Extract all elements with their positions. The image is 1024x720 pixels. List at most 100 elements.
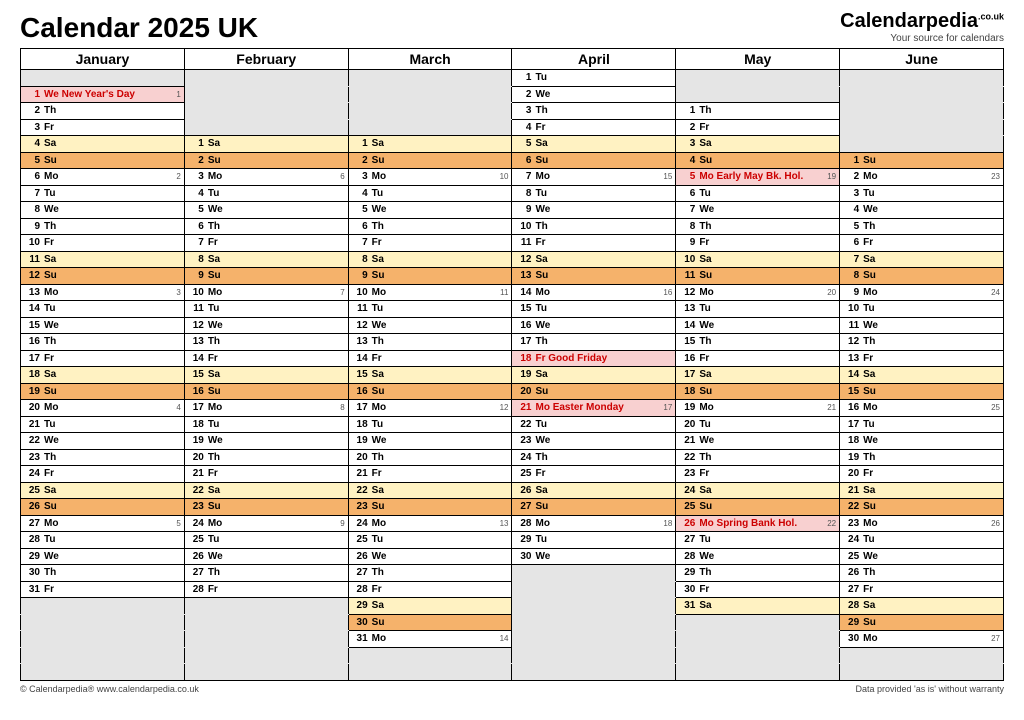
calendar-cell: 19Mo21 bbox=[676, 400, 840, 417]
calendar-cell: 8Tu bbox=[512, 185, 676, 202]
calendar-cell bbox=[184, 598, 348, 615]
calendar-cell: 29We bbox=[21, 548, 185, 565]
brand-suffix: .co.uk bbox=[978, 11, 1004, 21]
calendar-cell bbox=[21, 614, 185, 631]
calendar-cell bbox=[840, 119, 1004, 136]
calendar-cell: 29Su bbox=[840, 614, 1004, 631]
calendar-cell: 13Tu bbox=[676, 301, 840, 318]
calendar-cell bbox=[512, 598, 676, 615]
calendar-cell bbox=[840, 103, 1004, 120]
calendar-cell: 19Th bbox=[840, 449, 1004, 466]
calendar-cell: 7Fr bbox=[348, 235, 512, 252]
calendar-cell: 15We bbox=[21, 317, 185, 334]
calendar-cell: 9We bbox=[512, 202, 676, 219]
calendar-cell: 20Su bbox=[512, 383, 676, 400]
calendar-cell: 22We bbox=[21, 433, 185, 450]
calendar-cell: 25Fr bbox=[512, 466, 676, 483]
calendar-cell: 26Mo Spring Bank Hol.22 bbox=[676, 515, 840, 532]
calendar-cell: 11Fr bbox=[512, 235, 676, 252]
calendar-cell: 6Fr bbox=[840, 235, 1004, 252]
calendar-cell: 3Tu bbox=[840, 185, 1004, 202]
calendar-cell: 4Tu bbox=[184, 185, 348, 202]
calendar-cell: 4Tu bbox=[348, 185, 512, 202]
calendar-cell bbox=[21, 70, 185, 87]
calendar-cell: 17Mo8 bbox=[184, 400, 348, 417]
calendar-cell bbox=[21, 664, 185, 681]
calendar-cell bbox=[512, 647, 676, 664]
calendar-cell: 15Sa bbox=[348, 367, 512, 384]
calendar-cell: 25Su bbox=[676, 499, 840, 516]
calendar-cell: 3Sa bbox=[676, 136, 840, 153]
footer-right: Data provided 'as is' without warranty bbox=[855, 684, 1004, 694]
calendar-cell: 19We bbox=[348, 433, 512, 450]
calendar-cell bbox=[512, 581, 676, 598]
calendar-cell: 17Tu bbox=[840, 416, 1004, 433]
month-header: February bbox=[184, 49, 348, 70]
calendar-cell: 16We bbox=[512, 317, 676, 334]
calendar-cell: 12Th bbox=[840, 334, 1004, 351]
calendar-cell: 15Sa bbox=[184, 367, 348, 384]
calendar-cell: 28We bbox=[676, 548, 840, 565]
calendar-cell: 26Th bbox=[840, 565, 1004, 582]
calendar-cell: 28Fr bbox=[184, 581, 348, 598]
calendar-cell: 11Tu bbox=[184, 301, 348, 318]
calendar-cell: 26Sa bbox=[512, 482, 676, 499]
calendar-cell: 8Su bbox=[840, 268, 1004, 285]
calendar-cell: 13Fr bbox=[840, 350, 1004, 367]
calendar-cell: 10Mo11 bbox=[348, 284, 512, 301]
calendar-cell: 6Th bbox=[184, 218, 348, 235]
calendar-cell bbox=[348, 119, 512, 136]
calendar-cell: 24Th bbox=[512, 449, 676, 466]
calendar-cell: 12Mo20 bbox=[676, 284, 840, 301]
calendar-cell: 16Mo25 bbox=[840, 400, 1004, 417]
calendar-cell: 28Fr bbox=[348, 581, 512, 598]
calendar-cell: 5Mo Early May Bk. Hol.19 bbox=[676, 169, 840, 186]
calendar-cell bbox=[512, 664, 676, 681]
calendar-cell: 23Th bbox=[21, 449, 185, 466]
calendar-cell: 27Th bbox=[348, 565, 512, 582]
calendar-cell: 19Sa bbox=[512, 367, 676, 384]
calendar-cell: 2Th bbox=[21, 103, 185, 120]
calendar-cell: 24Sa bbox=[676, 482, 840, 499]
calendar-cell: 28Mo18 bbox=[512, 515, 676, 532]
month-header: April bbox=[512, 49, 676, 70]
calendar-cell: 20Tu bbox=[676, 416, 840, 433]
calendar-cell: 18Tu bbox=[348, 416, 512, 433]
calendar-cell: 10Fr bbox=[21, 235, 185, 252]
calendar-cell: 29Th bbox=[676, 565, 840, 582]
calendar-cell: 13Mo3 bbox=[21, 284, 185, 301]
calendar-cell: 17Sa bbox=[676, 367, 840, 384]
calendar-cell: 9Su bbox=[348, 268, 512, 285]
calendar-cell bbox=[348, 664, 512, 681]
page-title: Calendar 2025 UK bbox=[20, 12, 258, 44]
calendar-cell: 1Tu bbox=[512, 70, 676, 87]
calendar-cell: 10Mo7 bbox=[184, 284, 348, 301]
calendar-cell: 23Su bbox=[348, 499, 512, 516]
calendar-cell: 30We bbox=[512, 548, 676, 565]
calendar-cell: 14Mo16 bbox=[512, 284, 676, 301]
calendar-cell: 12Sa bbox=[512, 251, 676, 268]
calendar-cell: 23Mo26 bbox=[840, 515, 1004, 532]
calendar-cell: 3Mo6 bbox=[184, 169, 348, 186]
calendar-cell: 14Tu bbox=[21, 301, 185, 318]
calendar-cell: 2Mo23 bbox=[840, 169, 1004, 186]
calendar-cell: 25Tu bbox=[348, 532, 512, 549]
calendar-cell bbox=[21, 598, 185, 615]
calendar-cell: 13Su bbox=[512, 268, 676, 285]
calendar-cell bbox=[184, 103, 348, 120]
calendar-cell bbox=[21, 647, 185, 664]
calendar-cell bbox=[348, 86, 512, 103]
calendar-cell: 7We bbox=[676, 202, 840, 219]
calendar-cell: 28Tu bbox=[21, 532, 185, 549]
calendar-cell bbox=[184, 86, 348, 103]
calendar-cell bbox=[512, 565, 676, 582]
calendar-cell: 3Fr bbox=[21, 119, 185, 136]
calendar-cell: 4Su bbox=[676, 152, 840, 169]
calendar-cell: 12We bbox=[348, 317, 512, 334]
calendar-cell: 9Th bbox=[21, 218, 185, 235]
calendar-cell bbox=[184, 647, 348, 664]
calendar-cell: 28Sa bbox=[840, 598, 1004, 615]
calendar-cell: 11We bbox=[840, 317, 1004, 334]
calendar-cell: 11Su bbox=[676, 268, 840, 285]
calendar-cell: 3Mo10 bbox=[348, 169, 512, 186]
